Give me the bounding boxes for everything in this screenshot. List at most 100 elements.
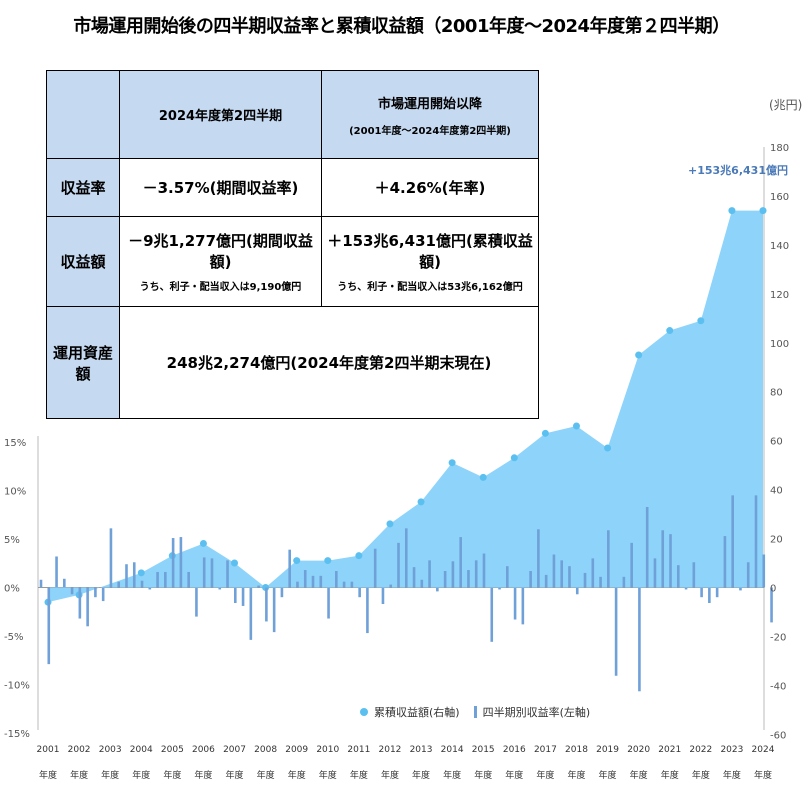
right-tick-label: -20 bbox=[770, 632, 786, 643]
income-quarter: －9兆1,277億円(期間収益額) bbox=[128, 232, 313, 271]
table-corner-cell bbox=[46, 70, 120, 159]
assets-value: 248兆2,274億円(2024年度第2四半期末現在) bbox=[119, 306, 539, 419]
quarterly-bar bbox=[513, 587, 517, 620]
quarterly-bar bbox=[389, 584, 393, 588]
x-tick-suffix: 年度 bbox=[412, 769, 430, 781]
right-tick-label: 0 bbox=[770, 584, 776, 595]
quarterly-bar bbox=[241, 587, 245, 606]
x-tick-year: 2023 bbox=[720, 745, 743, 755]
quarterly-bar bbox=[226, 560, 229, 588]
quarterly-bar bbox=[280, 587, 284, 598]
cumulative-marker bbox=[728, 207, 736, 215]
left-tick-label: 15% bbox=[4, 438, 26, 449]
right-tick-label: -60 bbox=[770, 730, 786, 741]
x-tick-suffix: 年度 bbox=[163, 769, 181, 781]
cumulative-marker bbox=[759, 207, 767, 215]
x-tick-year: 2018 bbox=[565, 745, 588, 755]
x-tick-year: 2005 bbox=[161, 745, 184, 755]
quarterly-bar bbox=[265, 587, 268, 622]
quarterly-bar bbox=[70, 587, 74, 595]
cumulative-marker bbox=[510, 454, 518, 462]
x-tick-year: 2019 bbox=[596, 745, 619, 755]
quarterly-bar bbox=[156, 571, 159, 588]
right-tick-label: 40 bbox=[770, 486, 783, 497]
quarterly-bar bbox=[467, 570, 470, 588]
cumulative-marker bbox=[417, 498, 425, 506]
cumulative-marker bbox=[604, 444, 612, 452]
x-tick-year: 2021 bbox=[658, 745, 681, 755]
quarterly-bar bbox=[218, 587, 222, 590]
cumulative-marker bbox=[479, 473, 487, 481]
quarterly-bar bbox=[575, 587, 579, 595]
income-cumulative: ＋153兆6,431億円(累積収益額) bbox=[327, 232, 533, 271]
row-label-return: 収益率 bbox=[46, 158, 120, 217]
x-tick-year: 2014 bbox=[441, 745, 464, 755]
x-tick-suffix: 年度 bbox=[661, 769, 679, 781]
quarterly-bar bbox=[754, 495, 758, 588]
quarterly-bar bbox=[498, 587, 501, 590]
quarterly-bar bbox=[622, 576, 626, 588]
quarterly-bar bbox=[700, 587, 703, 598]
quarterly-bar bbox=[715, 587, 719, 598]
quarterly-bar bbox=[443, 571, 447, 588]
quarterly-bar bbox=[132, 562, 136, 588]
row-label-assets: 運用資産額 bbox=[46, 306, 120, 419]
quarterly-bar bbox=[327, 587, 330, 619]
x-tick-suffix: 年度 bbox=[288, 769, 306, 781]
left-tick-label: 0% bbox=[4, 584, 20, 595]
quarterly-bar bbox=[187, 571, 190, 588]
quarterly-bar bbox=[436, 587, 439, 592]
x-tick-year: 2012 bbox=[379, 745, 402, 755]
x-tick-suffix: 年度 bbox=[350, 769, 368, 781]
quarterly-bar bbox=[342, 581, 346, 588]
x-tick-year: 2024 bbox=[752, 745, 775, 755]
x-tick-year: 2006 bbox=[192, 745, 215, 755]
quarterly-bar bbox=[568, 566, 571, 588]
x-tick-year: 2009 bbox=[285, 745, 308, 755]
legend-area-label: 累積収益額(右軸) bbox=[374, 706, 460, 719]
x-tick-suffix: 年度 bbox=[599, 769, 617, 781]
quarterly-bar-layer bbox=[39, 495, 773, 692]
quarterly-bar bbox=[288, 549, 291, 588]
quarterly-bar bbox=[731, 495, 734, 588]
quarterly-bar bbox=[125, 564, 128, 588]
cumulative-annotation: +153兆6,431億円 bbox=[688, 164, 788, 177]
cumulative-marker bbox=[572, 422, 580, 430]
cumulative-marker bbox=[324, 557, 332, 565]
quarterly-bar bbox=[55, 556, 58, 588]
quarterly-bar bbox=[552, 554, 556, 588]
quarterly-bar bbox=[210, 558, 214, 588]
legend: 累積収益額(右軸) 四半期別収益率(左軸) bbox=[360, 704, 590, 720]
quarterly-bar bbox=[521, 587, 525, 625]
x-tick-suffix: 年度 bbox=[630, 769, 648, 781]
quarterly-bar bbox=[676, 565, 680, 588]
left-tick-label: -15% bbox=[4, 729, 30, 740]
income-cumulative-sub: うち、利子・配当収入は53兆6,162億円 bbox=[337, 282, 523, 293]
x-tick-suffix: 年度 bbox=[226, 769, 244, 781]
cumulative-marker bbox=[137, 569, 145, 577]
quarterly-bar bbox=[591, 558, 595, 588]
right-tick-label: 60 bbox=[770, 437, 783, 448]
quarterly-bar bbox=[684, 587, 688, 590]
quarterly-bar bbox=[451, 561, 455, 588]
tick-labels: 15% 10% 5% 0% -5% -10% -15% 180 160 140 120 100 80 60… bbox=[4, 143, 789, 781]
quarterly-bar bbox=[164, 571, 167, 588]
quarterly-bar bbox=[109, 528, 113, 588]
left-tick-label: 5% bbox=[4, 535, 20, 546]
quarterly-bar bbox=[296, 581, 299, 588]
right-tick-label: 80 bbox=[770, 388, 783, 399]
x-tick-suffix: 年度 bbox=[194, 769, 212, 781]
x-tick-suffix: 年度 bbox=[443, 769, 461, 781]
quarterly-bar bbox=[381, 587, 385, 604]
quarterly-bar bbox=[249, 587, 253, 640]
x-tick-suffix: 年度 bbox=[754, 769, 772, 781]
quarterly-bar bbox=[708, 587, 711, 604]
x-tick-year: 2003 bbox=[99, 745, 122, 755]
row-label-income: 収益額 bbox=[46, 216, 120, 307]
cumulative-marker bbox=[231, 559, 239, 567]
x-tick-year: 2001 bbox=[37, 745, 60, 755]
quarterly-bar bbox=[599, 576, 602, 588]
quarterly-bar bbox=[506, 566, 509, 588]
x-tick-suffix: 年度 bbox=[692, 769, 710, 781]
